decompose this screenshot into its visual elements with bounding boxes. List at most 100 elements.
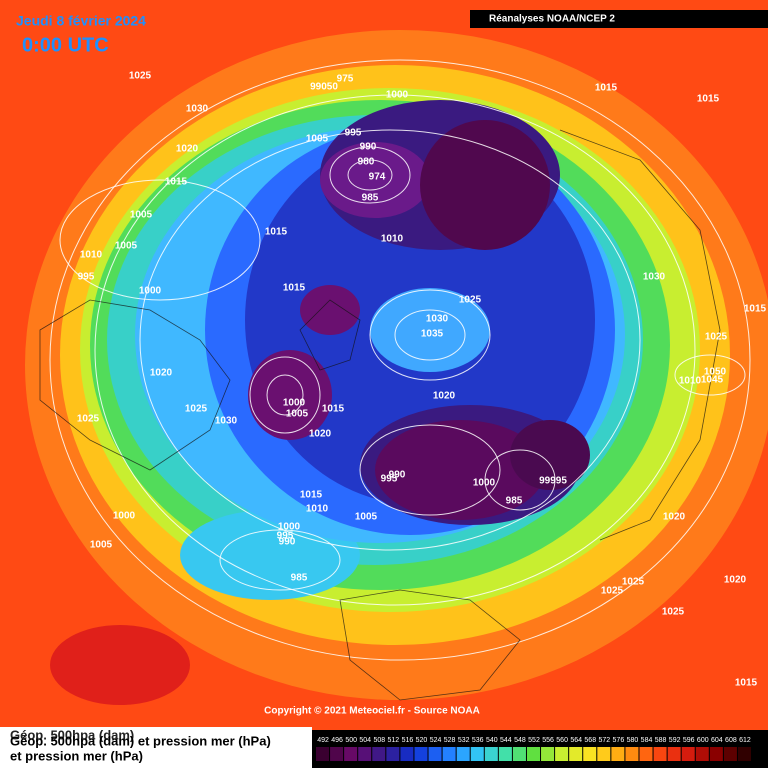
colorbar-swatch [625,747,639,761]
colorbar-swatch [330,747,344,761]
colorbar-label: 588 [655,737,667,744]
colorbar-label: 564 [570,737,582,744]
isobar-label: 974 [369,172,386,183]
colorbar-swatch [414,747,428,761]
isobar-label: 995 [277,531,294,542]
copyright: Copyright © 2021 Meteociel.fr - Source N… [264,706,480,717]
colorbar-swatch [358,747,372,761]
source: Réanalyses NOAA/NCEP 2 [489,14,615,25]
colorbar-label: 552 [528,737,540,744]
isobar-label: 1005 [286,409,309,420]
isobar-label: 1015 [697,94,720,105]
isobar-label: 1050 [704,367,727,378]
isobar-label: 995 [78,272,95,283]
isobar-label: 1030 [186,104,209,115]
isobar-label: 1010 [306,504,329,515]
caption: Géop. 500hpa (dam) et pression mer (hPa) [10,733,271,748]
colorbar-swatch [695,747,709,761]
colorbar-label: 524 [430,737,442,744]
source-box [470,10,768,28]
isobars [49,59,751,661]
colorbar-label: 500 [345,737,357,744]
isobar-label: 990 [389,470,406,481]
isobar-label: 1010 [80,250,103,261]
colorbar-label: 592 [669,737,681,744]
colorbar-swatch [526,747,541,761]
colorbar-swatch [344,747,358,761]
isobar-label: 1025 [601,586,624,597]
colorbar-label: 532 [458,737,470,744]
colorbar-swatch [442,747,456,761]
isobar-label: 1015 [165,177,188,188]
colorbar-label: 568 [584,737,596,744]
colorbar-label: 516 [402,737,414,744]
colorbar-label: 596 [683,737,695,744]
isobar-label: 1020 [724,575,747,586]
colorbar-swatch [386,747,400,761]
isobar-label: 1000 [473,478,496,489]
colorbar-swatch [709,747,723,761]
colorbar-swatch [653,747,667,761]
isobar-label: 1010 [679,376,702,387]
colorbar-swatch [737,747,751,761]
colorbar-label: 508 [373,737,385,744]
colorbar-swatch [372,747,386,761]
isobar-label: 1025 [705,332,728,343]
colorbar-label: 580 [627,737,639,744]
colorbar-label: 576 [613,737,625,744]
colorbar-label: 560 [556,737,568,744]
isobar-label: 995 [381,474,398,485]
isobar-label: 1025 [77,414,100,425]
colorbar-label: 584 [641,737,653,744]
isobar-label: 1005 [90,540,113,551]
colorbar-swatch [583,747,597,761]
colorbar-swatch [667,747,681,761]
colorbar-swatch [456,747,470,761]
date: Jeudi 8 février 2024 [16,13,146,29]
isobar-label: 990 [279,537,296,548]
colorbar-swatch [569,747,583,761]
colorbar-swatch [611,747,625,761]
isobar-label: 1005 [355,512,378,523]
isobar-label: 1000 [113,511,136,522]
colorbar-label: 612 [739,737,751,744]
colorbar-label: 604 [711,737,723,744]
isobar-label: 995 [345,128,362,139]
colorbar-swatch [400,747,414,761]
isobar-label: 1020 [309,429,332,440]
isobar-label: 1015 [300,490,323,501]
isobar-label: 975 [337,74,354,85]
colorbar-label: 600 [697,737,709,744]
isobar-label: 1015 [283,283,306,294]
colorbar-swatch [555,747,569,761]
colorbar-swatch [681,747,695,761]
isobar-label: 1025 [662,607,685,618]
colorbar-swatch [639,747,653,761]
colorbar-label: 528 [444,737,456,744]
isobar-label: 1015 [735,678,758,689]
isobar-label: 1005 [130,210,153,221]
colorbar-swatch [541,747,555,761]
isobar-label: 1000 [139,286,162,297]
isobar-label: 1000 [386,90,409,101]
caption: Géop. 500hpa (dam) [10,727,134,742]
colorbar-label: 572 [598,737,610,744]
colorbar-swatch [597,747,611,761]
colorbar-label: 544 [500,737,512,744]
colorbar-label: 492 [317,737,329,744]
isobar-label: 1000 [278,522,301,533]
colorbar-label: 608 [725,737,737,744]
caption: et pression mer (hPa) [10,748,143,763]
colorbar-label: 556 [542,737,554,744]
colorbar-swatch [498,747,512,761]
colorbar-swatch [512,747,526,761]
isobar-label: 1045 [701,375,724,386]
isobar-label: 1020 [176,144,199,155]
colorbar-swatch [316,747,330,761]
isobar-label: 1005 [306,134,329,145]
isobar-label: 985 [291,573,308,584]
isobar-label: 1020 [663,512,686,523]
colorbar-swatch [723,747,737,761]
